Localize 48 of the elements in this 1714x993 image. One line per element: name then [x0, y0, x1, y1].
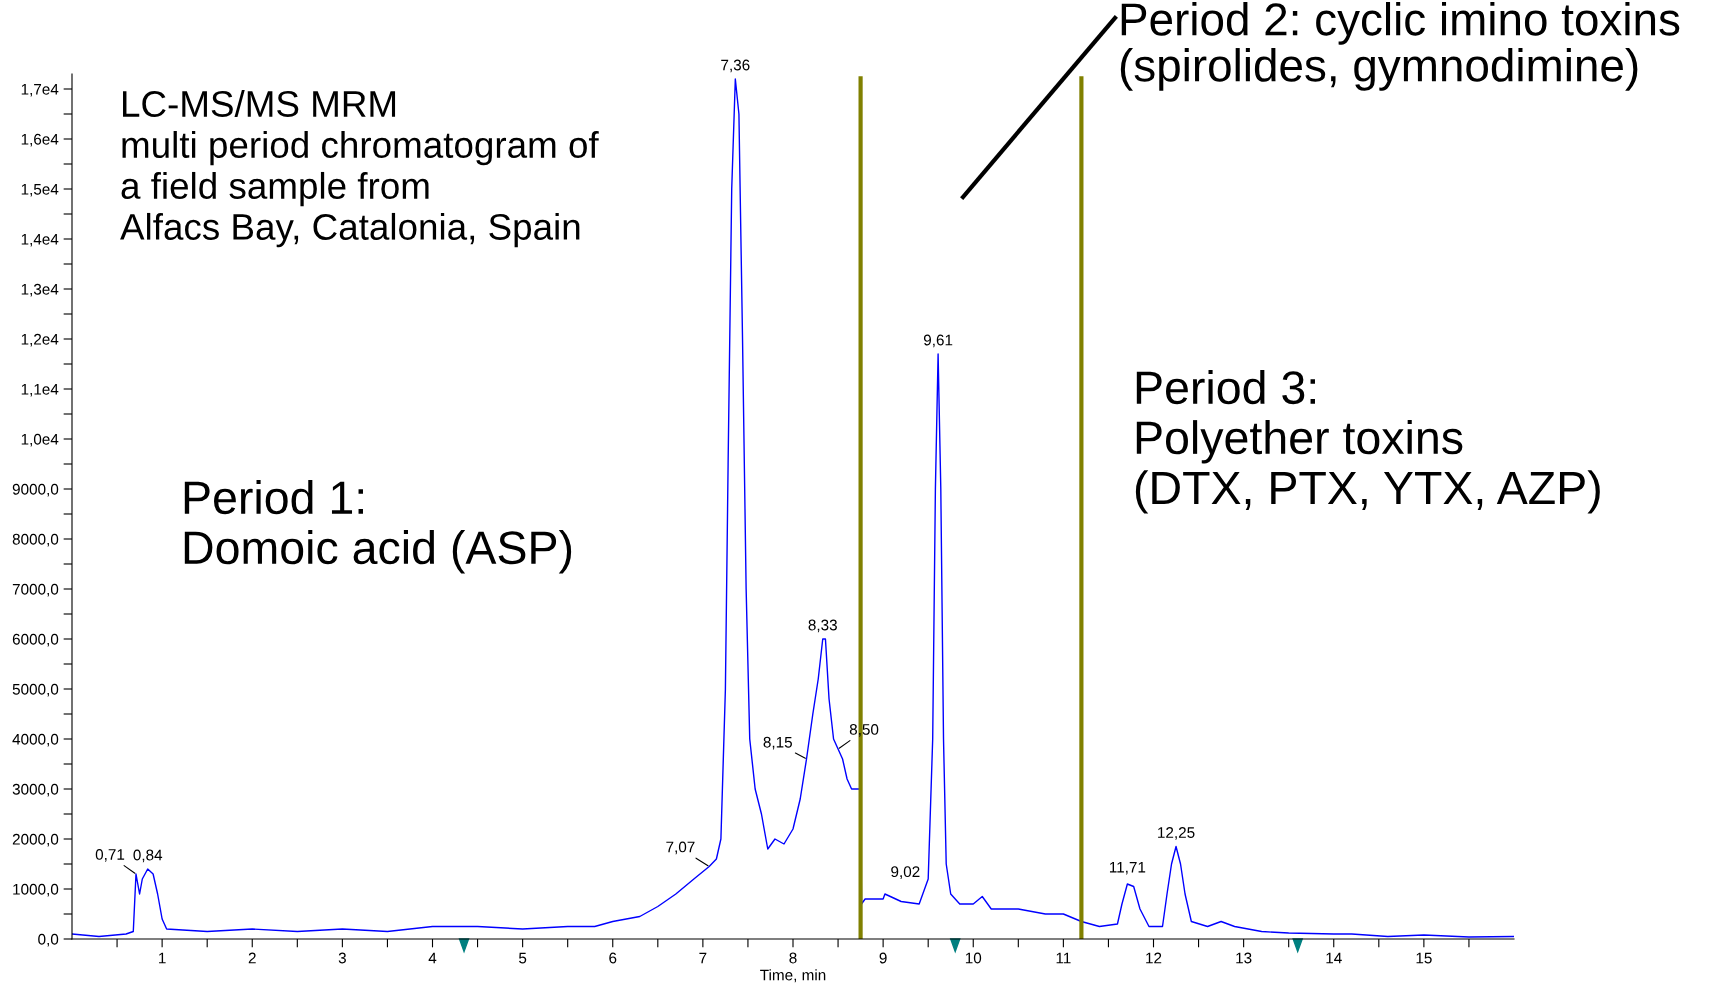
x-tick-label: 13: [1236, 952, 1252, 964]
y-tick-label: 1,4e4: [21, 234, 59, 247]
y-tick-label: 1,6e4: [21, 133, 59, 147]
x-tick-label: 7: [699, 952, 707, 964]
x-tick-label: 8: [789, 952, 797, 964]
x-tick-label: 6: [609, 952, 617, 964]
annotation: 0,84: [133, 849, 163, 863]
y-tick-label: 1,2e4: [21, 333, 59, 347]
x-tick-label: 14: [1326, 952, 1342, 964]
annotation: LC-MS/MS MRM multi period chromatogram of a field sample from Alfacs Bay, Catalonia, Spain: [120, 90, 599, 248]
annotation: 0,71: [95, 849, 125, 862]
annotation: 7,07: [666, 841, 695, 855]
x-tick-label: 1: [159, 952, 166, 964]
y-tick-label: 5000,0: [12, 683, 59, 697]
y-tick-label: 2000,0: [12, 833, 59, 847]
y-tick-label: 0,0: [38, 933, 59, 947]
y-tick-label: 9000,0: [12, 483, 59, 497]
x-tick-label: 10: [965, 952, 982, 964]
y-tick-label: 1,7e4: [21, 84, 59, 97]
annotation: 9,02: [891, 866, 920, 879]
y-tick-label: 1,0e4: [21, 433, 59, 447]
x-tick-label: 11: [1056, 952, 1071, 964]
x-tick-label: 5: [518, 952, 527, 964]
y-tick-label: 7000,0: [12, 583, 59, 597]
y-tick-label: 8000,0: [12, 533, 59, 547]
annotation: 8,15: [763, 736, 792, 750]
annotation: 12,25: [1158, 827, 1195, 840]
annotation: Period 1: Domoic acid (ASP): [184, 480, 572, 574]
y-tick-label: 1000,0: [13, 883, 59, 897]
x-axis-title: Time, min: [760, 969, 826, 983]
x-tick-label: 9: [879, 952, 887, 964]
annotation: Period 3: Polyether toxins (DTX, PTX, YTX, AZP): [1135, 370, 1600, 514]
y-tick-label: 3000,0: [12, 783, 59, 797]
x-tick-label: 4: [428, 952, 437, 964]
annotation: Period 2: cyclic imino toxins (spirolides, gymnodimine): [1120, 2, 1680, 91]
y-tick-label: 1,5e4: [21, 184, 59, 197]
x-tick-label: 15: [1416, 952, 1432, 964]
annotation: 8,33: [808, 619, 837, 633]
annotation: 9,61: [923, 334, 953, 348]
y-tick-label: 1,1e4: [21, 384, 59, 397]
x-tick-label: 3: [338, 952, 346, 964]
x-tick-label: 12: [1146, 952, 1162, 964]
annotation: 7,36: [721, 59, 750, 73]
x-tick-label: 2: [248, 952, 256, 964]
y-tick-label: 4000,0: [12, 733, 59, 747]
y-tick-label: 1,3e4: [21, 283, 59, 297]
annotation: 11,71: [1109, 861, 1146, 875]
y-tick-label: 6000,0: [12, 633, 59, 647]
